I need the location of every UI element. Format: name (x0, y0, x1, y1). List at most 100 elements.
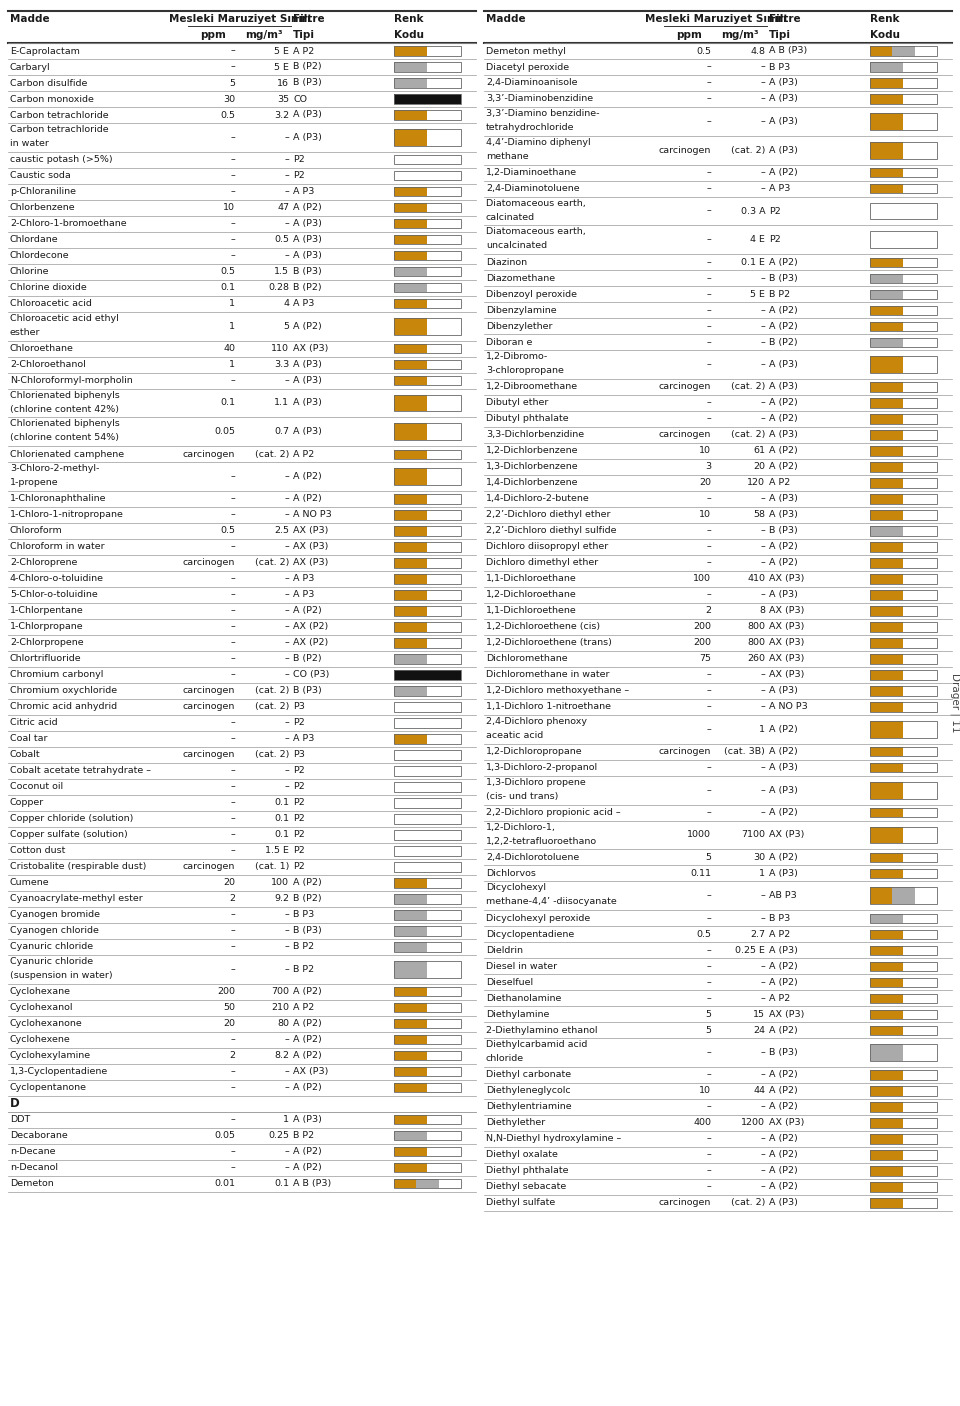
Bar (870, 112, 903, 129)
Text: (cat. 1): (cat. 1) (254, 862, 289, 872)
Text: 1-propene: 1-propene (10, 478, 59, 488)
Text: 2,4-Dichloro phenoxy: 2,4-Dichloro phenoxy (486, 717, 587, 725)
Bar (394, 318, 461, 335)
Bar (394, 638, 461, 648)
Bar (870, 869, 937, 877)
Bar (394, 468, 427, 485)
Bar (394, 129, 461, 146)
Bar (394, 46, 461, 56)
Text: carcinogen: carcinogen (659, 748, 711, 756)
Text: –: – (760, 703, 765, 711)
Text: –: – (760, 322, 765, 330)
Text: –: – (707, 290, 711, 298)
Bar (903, 962, 937, 970)
Bar (427, 299, 461, 308)
Text: (cat. 2): (cat. 2) (254, 558, 289, 568)
Text: mg/m³: mg/m³ (721, 31, 759, 41)
Text: 5: 5 (706, 1026, 711, 1035)
Bar (870, 463, 903, 471)
Text: –: – (707, 591, 711, 599)
Text: –: – (760, 786, 765, 794)
Bar (870, 478, 937, 488)
Text: A (P2): A (P2) (293, 472, 322, 481)
Text: 1,2-Diaminoethane: 1,2-Diaminoethane (486, 169, 577, 177)
Text: A (P3): A (P3) (769, 946, 798, 955)
Text: –: – (760, 1135, 765, 1143)
Bar (903, 398, 937, 408)
Bar (870, 1010, 937, 1019)
Text: –: – (230, 1035, 235, 1045)
Text: (cat. 2): (cat. 2) (254, 450, 289, 458)
Text: –: – (760, 117, 765, 127)
Text: (suspension in water): (suspension in water) (10, 972, 112, 980)
Bar (394, 718, 461, 728)
Bar (903, 62, 937, 72)
Text: 5: 5 (229, 79, 235, 87)
Bar (394, 799, 461, 807)
Text: Cumene: Cumene (10, 879, 50, 887)
Text: P2: P2 (293, 862, 305, 872)
Bar (394, 879, 427, 887)
Text: –: – (284, 495, 289, 503)
Bar (870, 558, 937, 568)
Text: Chlorienated camphene: Chlorienated camphene (10, 450, 124, 458)
Bar (427, 1147, 461, 1157)
Bar (870, 703, 937, 711)
Bar (903, 510, 937, 520)
Bar (394, 299, 461, 308)
Text: A (P2): A (P2) (293, 1019, 322, 1028)
Text: 2,2-Dichloro propionic acid –: 2,2-Dichloro propionic acid – (486, 808, 620, 817)
Text: Dieselfuel: Dieselfuel (486, 977, 533, 987)
Text: A (P2): A (P2) (769, 305, 798, 315)
Text: A P3: A P3 (293, 187, 315, 197)
Bar (427, 62, 461, 72)
Bar (870, 853, 937, 862)
Text: Filtre: Filtre (769, 14, 801, 24)
Bar (870, 142, 937, 159)
Text: Dibutyl phthalate: Dibutyl phthalate (486, 415, 568, 423)
Text: –: – (230, 671, 235, 679)
Bar (870, 1118, 937, 1128)
Text: 1,1-Dichloroethene: 1,1-Dichloroethene (486, 606, 577, 616)
Bar (870, 526, 937, 536)
Bar (427, 46, 461, 56)
Text: 1-Chloronaphthaline: 1-Chloronaphthaline (10, 495, 107, 503)
Bar (870, 1045, 937, 1062)
Text: Filtre: Filtre (293, 14, 324, 24)
Bar (394, 734, 461, 744)
Text: Kodu: Kodu (870, 31, 900, 41)
Bar (903, 747, 937, 756)
Text: Chlortrifluoride: Chlortrifluoride (10, 655, 82, 664)
Bar (870, 1102, 937, 1112)
Text: A (P2): A (P2) (293, 1163, 322, 1173)
Bar (903, 290, 937, 299)
Text: A (P2): A (P2) (769, 543, 798, 551)
Text: Demeton methyl: Demeton methyl (486, 46, 565, 55)
Text: A B (P3): A B (P3) (769, 46, 807, 55)
Text: A B (P3): A B (P3) (293, 1180, 331, 1188)
Text: AX (P3): AX (P3) (293, 526, 328, 536)
Bar (394, 252, 427, 260)
Text: B (P3): B (P3) (769, 526, 798, 536)
Bar (870, 1182, 937, 1192)
Bar (427, 894, 461, 904)
Text: 0.1: 0.1 (275, 814, 289, 824)
Bar (427, 575, 461, 583)
Text: B (P3): B (P3) (769, 1047, 798, 1057)
Bar (870, 1087, 903, 1095)
Bar (870, 721, 903, 738)
Text: A (P2): A (P2) (293, 1083, 322, 1092)
Text: A (P2): A (P2) (769, 1135, 798, 1143)
Bar (903, 606, 937, 616)
Bar (394, 510, 427, 520)
Bar (394, 344, 427, 353)
Bar (394, 450, 461, 458)
Text: –: – (284, 734, 289, 744)
Text: 200: 200 (693, 623, 711, 631)
Text: 2,4-Diaminoanisole: 2,4-Diaminoanisole (486, 79, 578, 87)
Text: 3.2: 3.2 (274, 111, 289, 120)
Text: –: – (707, 671, 711, 679)
Bar (394, 172, 461, 180)
Text: –: – (284, 1035, 289, 1045)
Bar (903, 782, 937, 799)
